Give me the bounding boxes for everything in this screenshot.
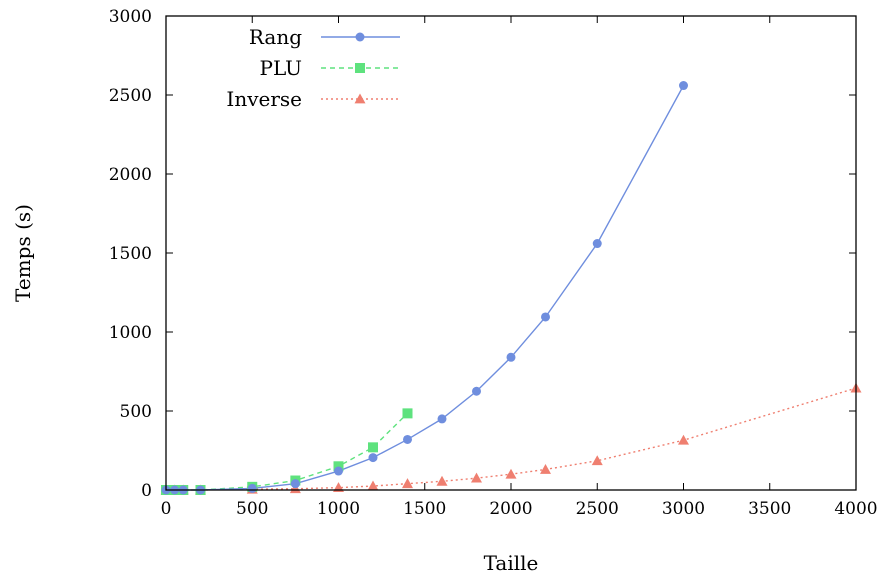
data-point-inverse <box>436 475 448 486</box>
legend-marker-inverse <box>354 93 366 104</box>
series-markers <box>160 81 862 495</box>
data-point-inverse <box>505 468 517 479</box>
data-point-rang <box>403 434 412 444</box>
data-point-inverse <box>289 483 301 494</box>
data-point-rang <box>506 352 516 362</box>
data-point-rang <box>679 81 688 91</box>
data-point-rang <box>368 453 378 463</box>
data-point-rang <box>472 386 481 396</box>
data-point-inverse <box>591 455 603 466</box>
y-tick-label: 2000 <box>109 165 152 185</box>
legend-marker-plu <box>355 63 365 73</box>
x-tick-label: 2000 <box>489 499 532 519</box>
x-tick-label: 3500 <box>748 499 791 519</box>
legend-label-rang: Rang <box>249 25 302 49</box>
legend: Rang PLU Inverse <box>226 25 400 111</box>
data-point-inverse <box>678 434 689 445</box>
data-point-rang <box>334 466 343 476</box>
data-point-plu <box>402 408 413 419</box>
x-tick-label: 0 <box>161 499 172 519</box>
tick-labels: 0 500 1000 1500 2000 2500 3000 3500 4000 0 500 1000… <box>109 7 878 519</box>
x-tick-label: 1500 <box>403 499 446 519</box>
data-point-inverse <box>540 463 551 474</box>
data-point-rang <box>592 239 602 249</box>
data-point-plu <box>333 461 344 472</box>
data-point-inverse <box>367 480 379 491</box>
data-point-rang <box>541 312 550 322</box>
data-point-inverse <box>471 472 482 483</box>
data-point-plu <box>368 442 378 453</box>
data-point-rang <box>437 414 447 424</box>
data-point-rang <box>247 483 257 493</box>
legend-label-plu: PLU <box>260 56 303 80</box>
x-tick-label: 2500 <box>576 499 619 519</box>
y-tick-label: 3000 <box>109 7 152 27</box>
series-lines <box>166 85 857 491</box>
y-axis-label: Temps (s) <box>11 204 35 302</box>
x-axis-label: Taille <box>484 551 539 575</box>
x-tick-label: 1000 <box>317 499 360 519</box>
x-tick-label: 4000 <box>834 499 877 519</box>
y-tick-label: 0 <box>141 481 152 501</box>
series-line-rang <box>166 85 685 491</box>
y-tick-label: 500 <box>120 402 152 422</box>
plot-frame <box>165 15 857 491</box>
x-tick-label: 3000 <box>662 499 705 519</box>
y-tick-label: 2500 <box>109 86 152 106</box>
data-point-inverse <box>402 478 413 489</box>
y-tick-label: 1000 <box>109 323 152 343</box>
data-point-rang <box>290 479 300 489</box>
x-tick-label: 500 <box>236 499 268 519</box>
y-tick-label: 1500 <box>109 244 152 264</box>
legend-marker-rang <box>355 32 365 42</box>
legend-label-inverse: Inverse <box>226 87 302 111</box>
